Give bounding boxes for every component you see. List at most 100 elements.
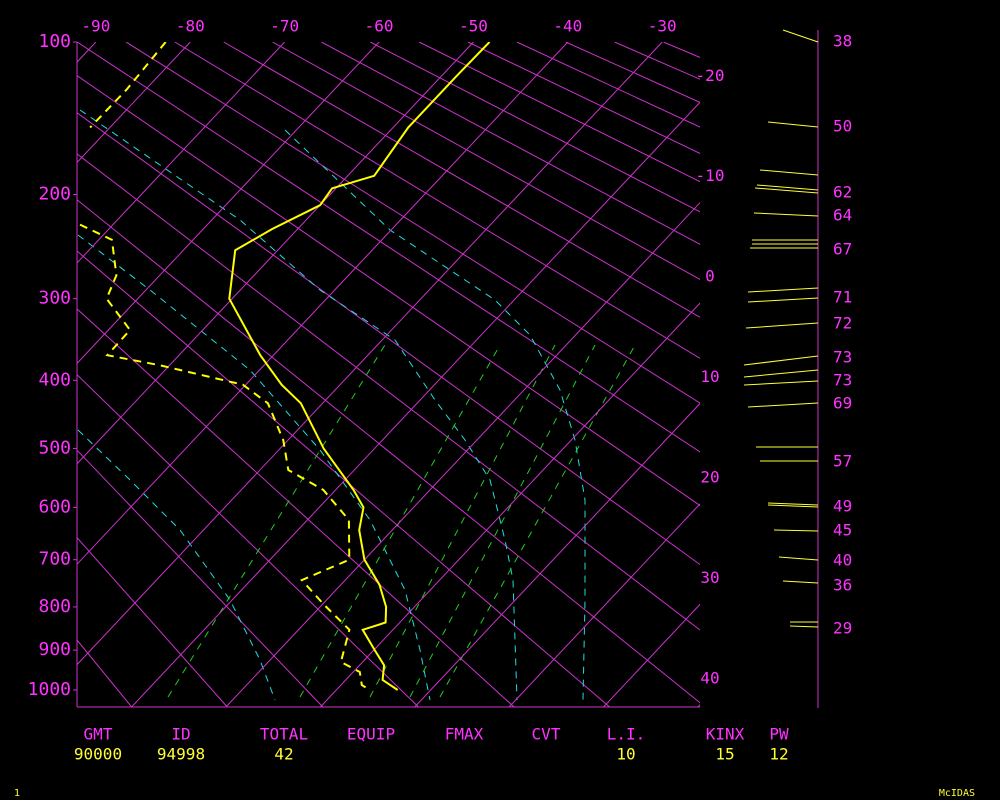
dewpoint-profile	[79, 42, 370, 691]
pressure-tick-label: 300	[38, 288, 71, 309]
mixing-ratio-lines	[167, 339, 636, 698]
dry-adiabat	[174, 42, 700, 359]
isotherm	[77, 42, 380, 365]
right-panel-tick	[747, 402, 819, 408]
pressure-tick-label: 900	[38, 639, 71, 660]
right-panel-tick	[782, 29, 819, 43]
dry-adiabat	[223, 42, 700, 318]
x-tick-label-right: -20	[696, 66, 725, 85]
isotherm	[77, 42, 569, 565]
dry-adiabat	[77, 374, 419, 707]
x-tick-label-right: 40	[700, 668, 719, 687]
x-tick-label-right: 20	[700, 467, 719, 486]
right-panel-tick	[745, 322, 819, 329]
x-tick-label-top: -30	[648, 17, 677, 36]
pressure-tick-label: 200	[38, 183, 71, 204]
isotherm	[414, 402, 700, 707]
dry-adiabat	[272, 42, 700, 280]
x-tick-label-right: 10	[700, 367, 719, 386]
pressure-tick-label: 600	[38, 496, 71, 517]
dry-adiabat	[77, 308, 515, 707]
right-panel-label: 71	[833, 288, 852, 307]
right-panel-tick	[747, 297, 819, 303]
x-tick-label-right: -10	[696, 166, 725, 185]
right-panel-label: 62	[833, 183, 852, 202]
isotherm	[77, 42, 286, 264]
moist-adiabats	[77, 109, 586, 701]
isotherm	[77, 42, 191, 164]
table-header: CVT	[532, 725, 561, 744]
dry-adiabat	[77, 75, 700, 507]
mixing-ratio-line	[409, 344, 596, 698]
dry-adiabat	[77, 449, 324, 707]
right-panel-label: 36	[833, 576, 852, 595]
table-header: L.I.	[607, 725, 646, 744]
dry-adiabat	[321, 42, 700, 245]
right-panel-label: 29	[833, 619, 852, 638]
table-value: 94998	[157, 745, 205, 764]
right-panel-label: 64	[833, 206, 852, 225]
right-panel-tick	[754, 187, 819, 194]
pressure-tick-label: 400	[38, 369, 71, 390]
right-panel-label: 40	[833, 551, 852, 570]
isotherm	[77, 42, 474, 465]
isotherms	[77, 42, 700, 707]
profiles	[79, 42, 491, 691]
moist-adiabat	[77, 234, 431, 701]
moist-adiabat	[77, 429, 276, 701]
x-tick-label-top: -40	[553, 17, 582, 36]
x-tick-label-right: 30	[700, 568, 719, 587]
dry-adiabat	[77, 199, 700, 704]
moist-adiabat	[284, 129, 586, 701]
dry-adiabat	[467, 42, 700, 155]
x-tick-label-top: -80	[176, 17, 205, 36]
right-panel-label: 67	[833, 240, 852, 259]
right-panel-label: 50	[833, 117, 852, 136]
isotherm	[225, 201, 700, 707]
right-panel-tick	[759, 169, 819, 176]
right-panel-tick	[743, 380, 819, 386]
pressure-tick-label: 1000	[28, 679, 71, 700]
table-header: ID	[171, 725, 190, 744]
right-panel-tick	[747, 287, 819, 293]
right-panel-label: 73	[833, 371, 852, 390]
mixing-ratio-line	[299, 344, 501, 698]
dry-adiabat	[370, 42, 700, 213]
right-panel-label: 38	[833, 32, 852, 51]
right-panel-label: 73	[833, 348, 852, 367]
x-tick-label-right: 0	[705, 267, 715, 286]
pressure-tick-label: 700	[38, 549, 71, 570]
right-panel-tick	[778, 556, 819, 561]
right-panel-tick	[789, 625, 819, 628]
table-header: KINX	[706, 725, 745, 744]
table-value: 10	[616, 745, 635, 764]
right-panel-tick	[767, 502, 819, 506]
right-panel-tick	[773, 529, 819, 532]
table-header: FMAX	[445, 725, 484, 744]
dry-adiabat	[77, 42, 700, 453]
pressure-tick-label: 100	[38, 31, 71, 52]
pressure-tick-label: 500	[38, 437, 71, 458]
table-header: TOTAL	[260, 725, 308, 744]
temperature-profile	[228, 42, 491, 691]
right-panel-label: 49	[833, 497, 852, 516]
right-panel-tick	[743, 355, 819, 366]
x-tick-label-top: -70	[270, 17, 299, 36]
dry-adiabat	[77, 250, 610, 707]
right-panel-label: 45	[833, 521, 852, 540]
dry-adiabat	[77, 536, 228, 707]
right-panel-tick	[756, 184, 819, 191]
x-tick-label-top: -90	[81, 17, 110, 36]
pressure-tick-label: 800	[38, 596, 71, 617]
right-panel-label: 72	[833, 314, 852, 333]
x-tick-label-top: -50	[459, 17, 488, 36]
dry-adiabat	[418, 42, 700, 183]
dry-adiabat	[125, 42, 700, 404]
right-panel-tick	[767, 121, 819, 128]
right-panel-tick	[753, 212, 819, 217]
moist-adiabat	[79, 109, 518, 701]
brand: McIDAS	[939, 788, 975, 799]
table-header: PW	[769, 725, 789, 744]
